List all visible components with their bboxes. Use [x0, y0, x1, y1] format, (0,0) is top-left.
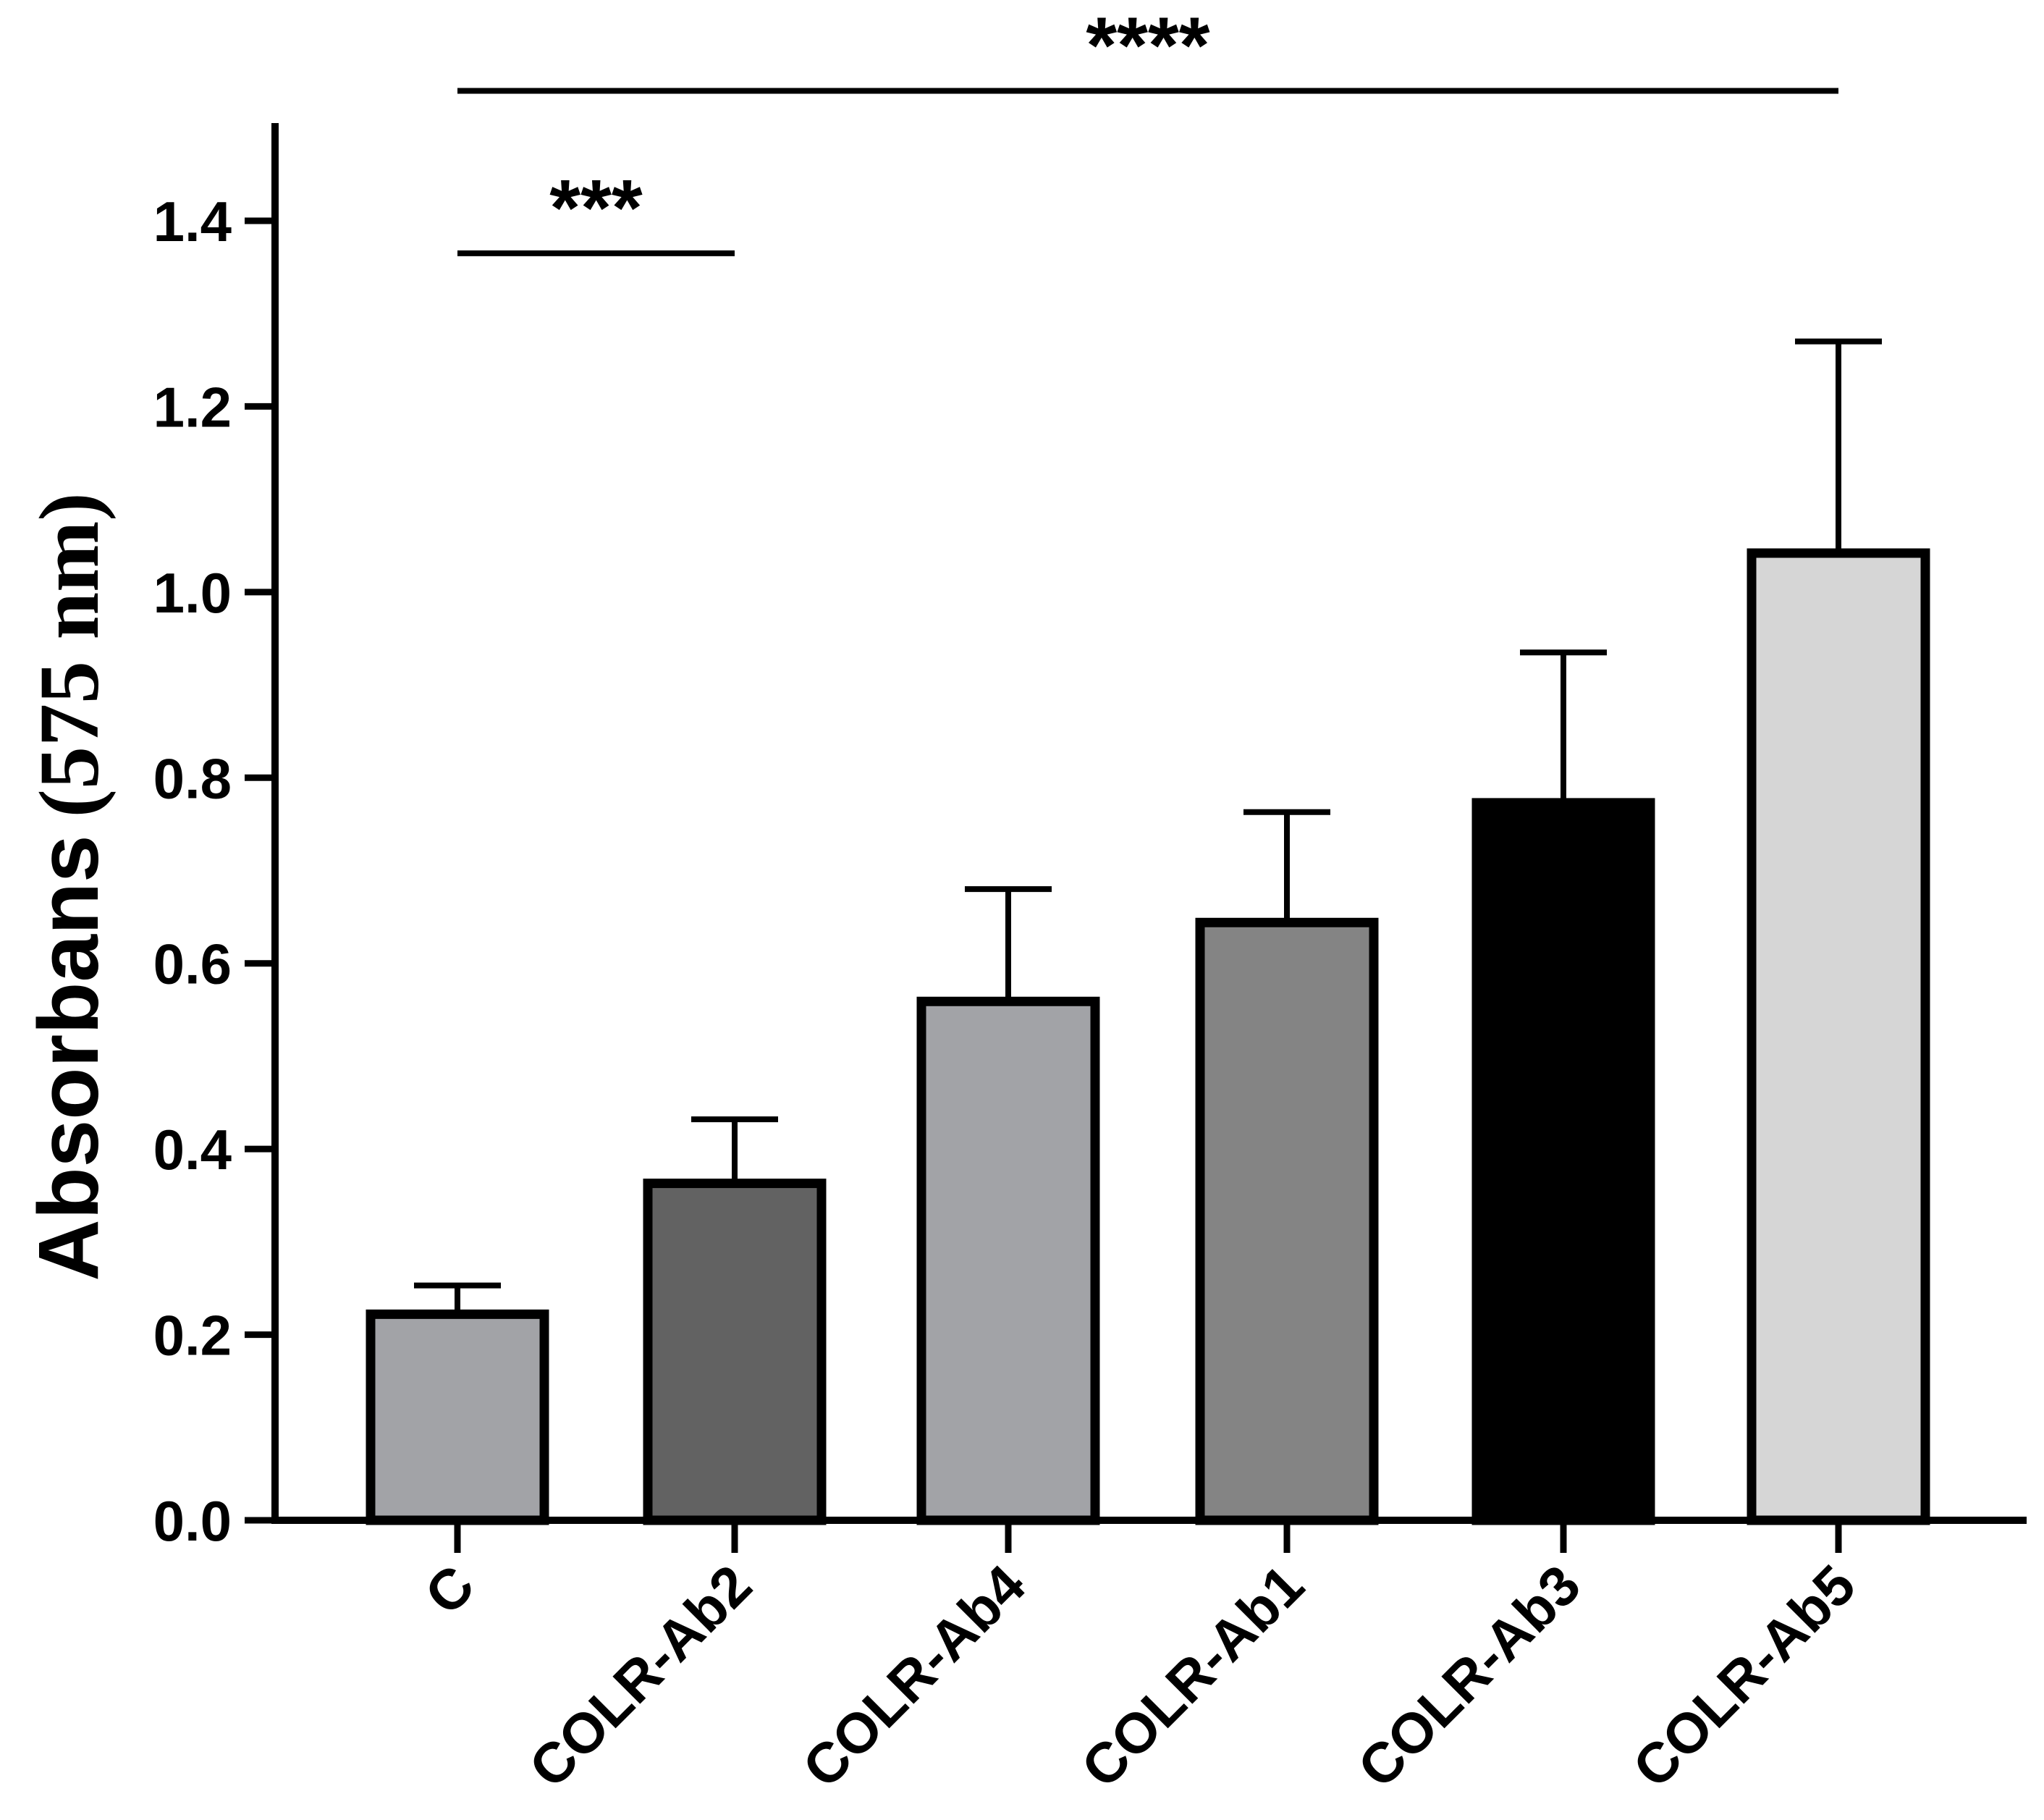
y-tick-label: 0.4 — [153, 1118, 232, 1181]
y-axis-title-text: Absorbans — [21, 835, 117, 1281]
bar-colr-ab4 — [916, 996, 1100, 1525]
bar-colr-ab1 — [1195, 917, 1379, 1525]
y-tick-label: 1.4 — [153, 190, 232, 253]
bars-layer — [366, 548, 1930, 1525]
y-tick-label: 0.0 — [153, 1489, 232, 1553]
x-tick-label: COLR-Ab2 — [517, 1553, 764, 1800]
y-axis-title: Absorbans (575 nm) — [21, 492, 117, 1281]
x-tick-label: COLR-Ab1 — [1069, 1553, 1316, 1800]
bar-colr-ab3 — [1471, 798, 1655, 1525]
bar-c — [366, 1309, 549, 1525]
bar-colr-ab5 — [1747, 548, 1930, 1525]
axes-layer — [245, 123, 2027, 1553]
y-axis-title-unit: (575 nm) — [22, 492, 117, 817]
y-tick-label: 0.6 — [153, 932, 232, 996]
x-tick-label: COLR-Ab5 — [1621, 1553, 1867, 1800]
bar-colr-ab2 — [643, 1179, 827, 1525]
x-tick-label: COLR-Ab3 — [1346, 1553, 1592, 1800]
significance-layer: ******* — [457, 1, 1838, 256]
error-bars-layer — [414, 338, 1882, 1315]
significance-label: *** — [549, 164, 643, 253]
y-tick-label: 1.0 — [153, 561, 232, 625]
y-tick-label: 0.8 — [153, 746, 232, 810]
x-tick-label: C — [413, 1553, 486, 1627]
x-tick-label: COLR-Ab4 — [790, 1553, 1037, 1800]
significance-label: **** — [1086, 1, 1209, 90]
y-tick-label: 0.2 — [153, 1304, 232, 1368]
y-tick-label: 1.2 — [153, 375, 232, 439]
